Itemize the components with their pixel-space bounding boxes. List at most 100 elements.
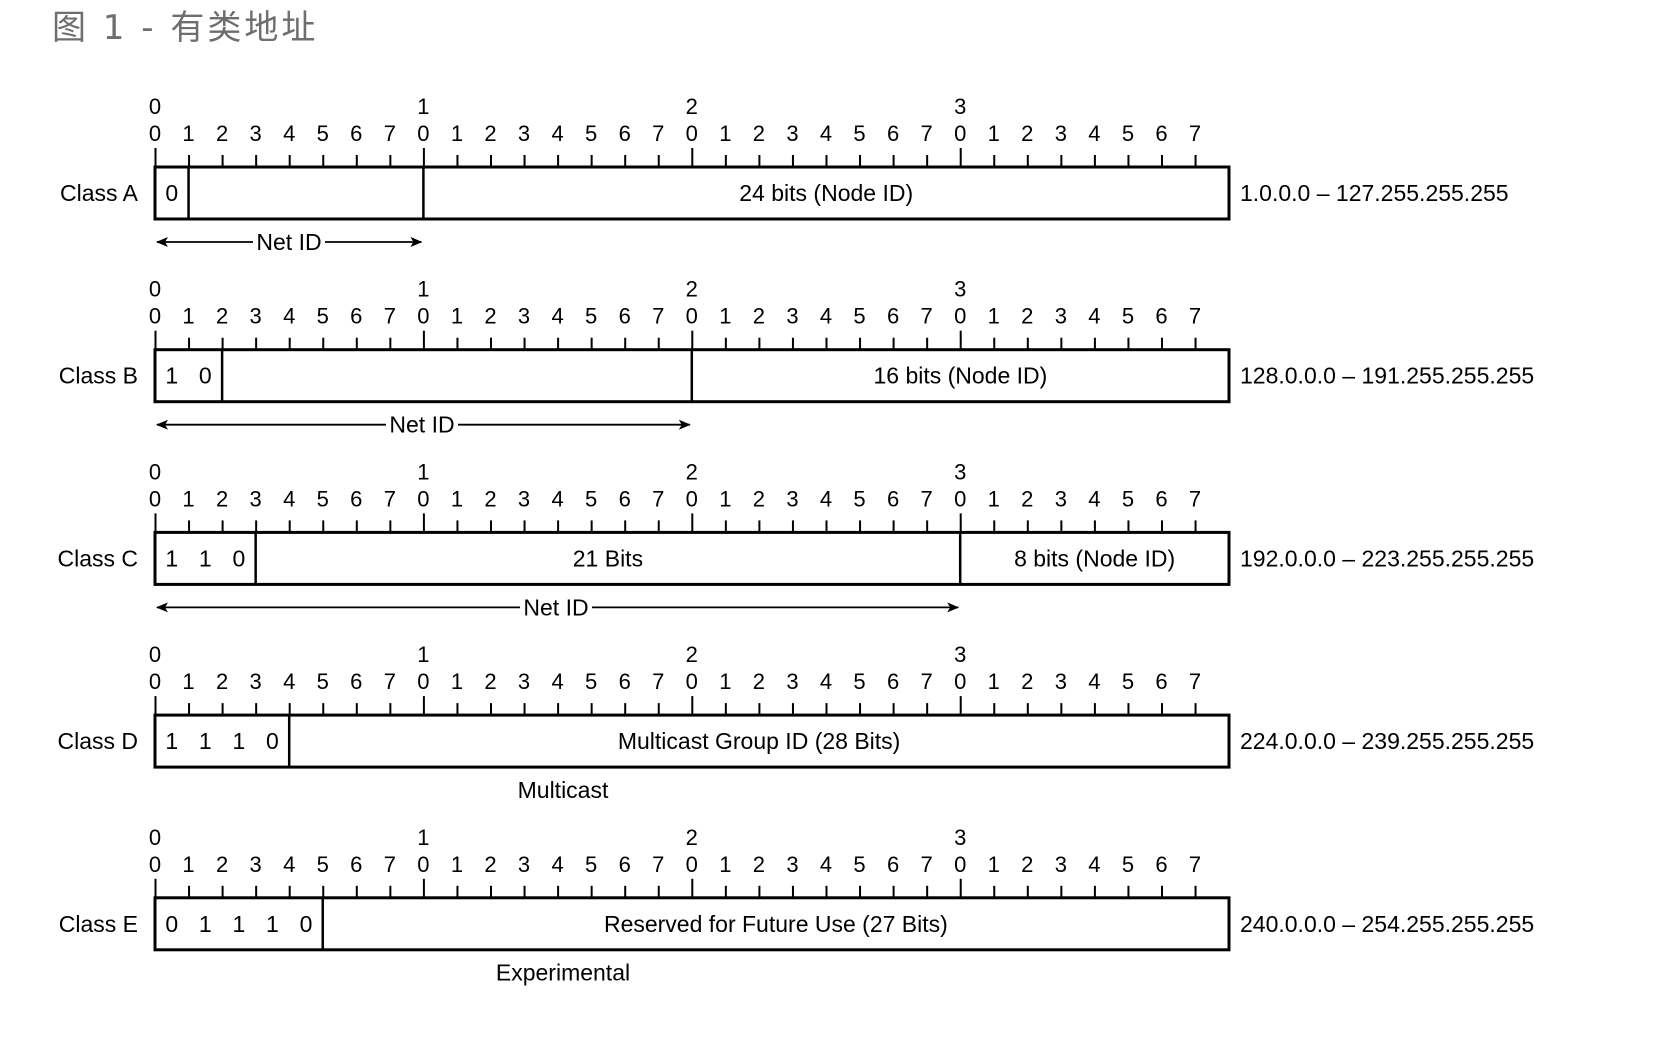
bit-number: 5 — [317, 304, 329, 329]
octet-number: 2 — [686, 94, 698, 119]
bit-number: 3 — [250, 121, 262, 146]
bit-number: 2 — [216, 852, 228, 877]
bit-number: 7 — [1189, 852, 1201, 877]
bit-number: 4 — [551, 304, 563, 329]
bit-number: 1 — [719, 486, 731, 511]
bit-number: 4 — [283, 121, 295, 146]
bit-number: 1 — [719, 852, 731, 877]
octet-number: 0 — [149, 277, 161, 302]
bit-number: 6 — [350, 669, 362, 694]
bit-number: 7 — [384, 486, 396, 511]
bit-number: 1 — [988, 304, 1000, 329]
octet-number: 1 — [417, 277, 429, 302]
bit-number: 6 — [619, 304, 631, 329]
address-range: 192.0.0.0 – 223.255.255.255 — [1240, 545, 1534, 571]
prefix-bit: 1 — [165, 728, 178, 754]
octet-number: 1 — [417, 459, 429, 484]
bit-number: 0 — [954, 669, 966, 694]
bit-number: 2 — [753, 121, 765, 146]
bit-number: 5 — [853, 304, 865, 329]
bit-number: 4 — [551, 121, 563, 146]
bit-number: 5 — [585, 669, 597, 694]
bit-number: 2 — [1021, 852, 1033, 877]
class-label: Class D — [57, 728, 138, 754]
bit-number: 1 — [182, 304, 194, 329]
bit-number: 3 — [1055, 304, 1067, 329]
bit-number: 5 — [1122, 121, 1134, 146]
bit-number: 2 — [216, 121, 228, 146]
bit-number: 6 — [350, 121, 362, 146]
class-label: Class B — [59, 363, 138, 389]
class-label: Class A — [60, 180, 139, 206]
net-id-label: Net ID — [256, 229, 321, 255]
bit-number: 1 — [182, 121, 194, 146]
address-box — [153, 530, 1231, 586]
bit-number: 0 — [686, 852, 698, 877]
address-box — [153, 896, 1231, 952]
prefix-bit: 1 — [232, 911, 245, 937]
octet-number: 2 — [686, 825, 698, 850]
prefix-bit: 1 — [266, 911, 279, 937]
bit-number: 3 — [786, 304, 798, 329]
bit-number: 3 — [1055, 121, 1067, 146]
prefix-bit: 0 — [199, 363, 212, 389]
octet-number: 2 — [686, 642, 698, 667]
field-label: Reserved for Future Use (27 Bits) — [604, 911, 948, 937]
octet-number: 3 — [954, 825, 966, 850]
field-label: 16 bits (Node ID) — [873, 363, 1047, 389]
bit-number: 1 — [182, 486, 194, 511]
bit-number: 1 — [988, 669, 1000, 694]
octet-number: 1 — [417, 825, 429, 850]
bit-number: 7 — [1189, 486, 1201, 511]
prefix-bit: 1 — [199, 911, 212, 937]
bit-number: 4 — [820, 669, 832, 694]
bit-number: 2 — [753, 486, 765, 511]
bit-number: 7 — [652, 121, 664, 146]
bit-number: 6 — [619, 852, 631, 877]
bit-number: 7 — [384, 121, 396, 146]
bit-number: 0 — [417, 486, 429, 511]
bit-number: 0 — [149, 486, 161, 511]
bit-number: 5 — [1122, 304, 1134, 329]
prefix-bit: 1 — [199, 728, 212, 754]
bit-number: 2 — [484, 669, 496, 694]
bit-number: 0 — [686, 486, 698, 511]
bit-number: 4 — [551, 852, 563, 877]
bit-number: 4 — [283, 852, 295, 877]
bit-number: 6 — [619, 486, 631, 511]
class-purpose-label: Experimental — [496, 960, 630, 986]
figure-caption: 图 1 - 有类地址 — [52, 8, 319, 48]
bit-number: 5 — [1122, 669, 1134, 694]
prefix-bit: 1 — [165, 545, 178, 571]
bit-number: 7 — [921, 304, 933, 329]
bit-number: 0 — [417, 121, 429, 146]
field-label: 21 Bits — [573, 545, 643, 571]
bit-number: 5 — [853, 486, 865, 511]
bit-number: 6 — [887, 304, 899, 329]
bit-number: 7 — [384, 852, 396, 877]
bit-number: 1 — [988, 852, 1000, 877]
bit-number: 3 — [786, 121, 798, 146]
bit-number: 5 — [585, 486, 597, 511]
address-range: 1.0.0.0 – 127.255.255.255 — [1240, 180, 1509, 206]
octet-number: 0 — [149, 459, 161, 484]
bit-number: 0 — [417, 669, 429, 694]
octet-number: 2 — [686, 459, 698, 484]
bit-number: 4 — [283, 486, 295, 511]
bit-number: 6 — [350, 486, 362, 511]
class-label: Class C — [57, 545, 138, 571]
bit-number: 5 — [317, 852, 329, 877]
bit-number: 2 — [1021, 486, 1033, 511]
bit-number: 7 — [652, 486, 664, 511]
bit-number: 7 — [921, 121, 933, 146]
bit-number: 2 — [1021, 669, 1033, 694]
bit-number: 5 — [853, 669, 865, 694]
bit-number: 2 — [216, 486, 228, 511]
bit-number: 0 — [149, 669, 161, 694]
bit-number: 0 — [686, 121, 698, 146]
bit-number: 7 — [652, 669, 664, 694]
bit-number: 5 — [585, 852, 597, 877]
bit-number: 2 — [1021, 121, 1033, 146]
bit-number: 2 — [484, 852, 496, 877]
prefix-bit: 0 — [165, 911, 178, 937]
